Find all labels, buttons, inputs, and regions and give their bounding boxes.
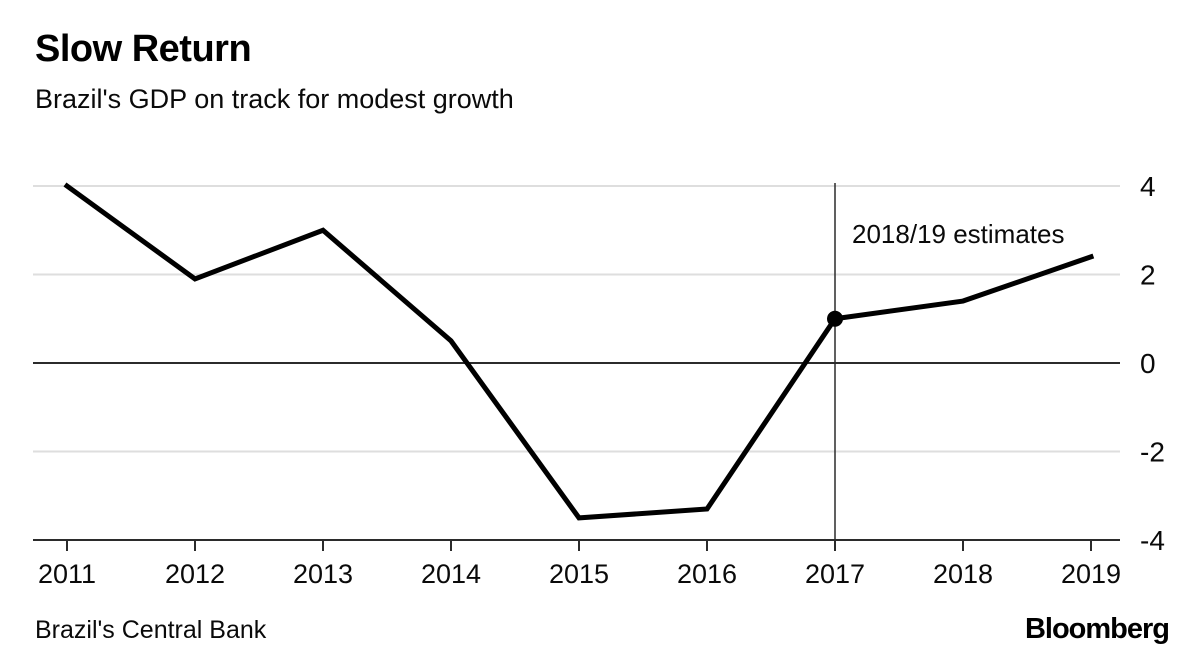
chart-subtitle: Brazil's GDP on track for modest growth	[35, 84, 514, 114]
gdp-line	[63, 182, 1095, 521]
y-axis-label: 2	[1140, 260, 1156, 291]
x-axis-label: 2011	[38, 559, 96, 589]
x-axis-label: 2016	[677, 559, 737, 589]
x-axis-label: 2013	[293, 559, 353, 589]
x-axis-label: 2012	[165, 559, 225, 589]
source-label: Brazil's Central Bank	[35, 616, 267, 644]
y-axis-label: -4	[1140, 525, 1165, 556]
bloomberg-logo: Bloomberg	[1024, 613, 1170, 645]
estimate-marker-dot	[827, 310, 843, 327]
x-axis-label: 2015	[549, 559, 609, 589]
x-axis-label: 2014	[421, 559, 481, 589]
y-axis-label: -2	[1140, 437, 1165, 468]
chart-title: Slow Return	[35, 28, 252, 70]
x-axis-label: 2017	[805, 559, 865, 589]
y-axis-label: 0	[1140, 348, 1156, 379]
estimate-annotation: 2018/19 estimates	[852, 219, 1064, 249]
x-axis-label: 2018	[933, 559, 993, 589]
y-axis-label: 4	[1140, 171, 1156, 202]
x-axis-label: 2019	[1061, 559, 1121, 589]
